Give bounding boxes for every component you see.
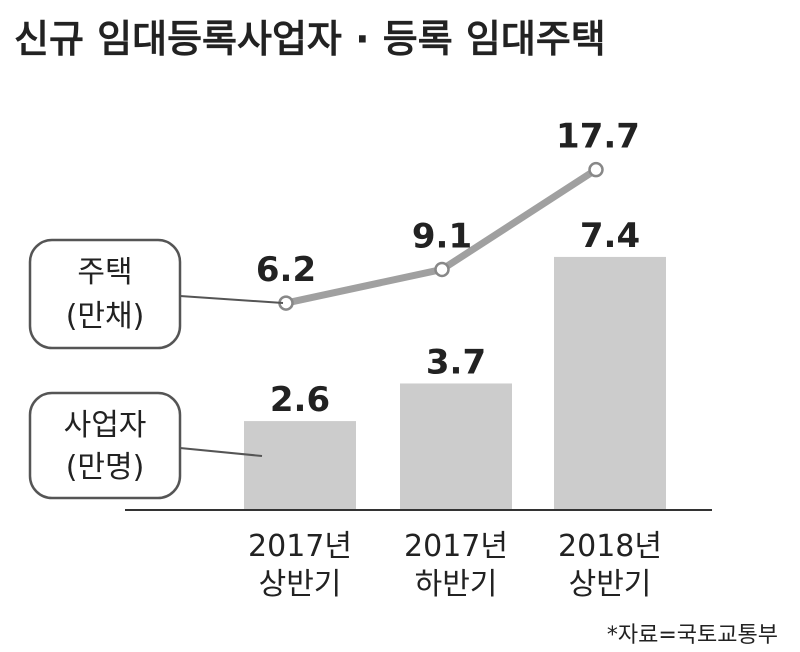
category-label: 2018년 <box>558 529 662 564</box>
line-value-label: 6.2 <box>256 250 316 290</box>
bar-value-label: 2.6 <box>270 380 330 420</box>
line-value-label: 9.1 <box>412 216 472 256</box>
bar-value-label: 3.7 <box>426 342 486 382</box>
bar <box>400 383 512 510</box>
line-point <box>588 161 604 178</box>
line-point <box>434 261 450 278</box>
value-labels: 2.6 3.7 7.4 6.2 9.1 17.7 <box>256 117 640 420</box>
bar-callout-box <box>28 391 182 500</box>
line-series <box>278 161 604 311</box>
category-label: 상반기 <box>259 567 342 602</box>
category-label: 2017년 <box>248 529 352 564</box>
source-note: *자료=국토교통부 <box>607 623 778 648</box>
category-label: 하반기 <box>415 567 498 602</box>
line-callout-leader <box>179 295 284 304</box>
category-label: 2017년 <box>404 529 508 564</box>
line-callout: 주택 (만채) <box>28 238 284 350</box>
bar-callout-leader <box>179 447 263 457</box>
chart-title: 신규 임대등록사업자 · 등록 임대주택 <box>14 17 606 61</box>
bar-series <box>244 256 666 510</box>
bar-callout: 사업자 (만명) <box>28 391 263 500</box>
line-callout-unit: (만채) <box>66 299 145 334</box>
line-value-label: 17.7 <box>556 117 640 157</box>
category-label: 상반기 <box>569 567 652 602</box>
bar <box>554 256 666 510</box>
bar-callout-label: 사업자 <box>64 408 147 443</box>
bar <box>244 421 356 510</box>
bar-callout-unit: (만명) <box>66 450 145 485</box>
line-callout-label: 주택 <box>77 255 132 290</box>
bar-value-label: 7.4 <box>580 216 640 256</box>
line-callout-box <box>28 238 182 350</box>
